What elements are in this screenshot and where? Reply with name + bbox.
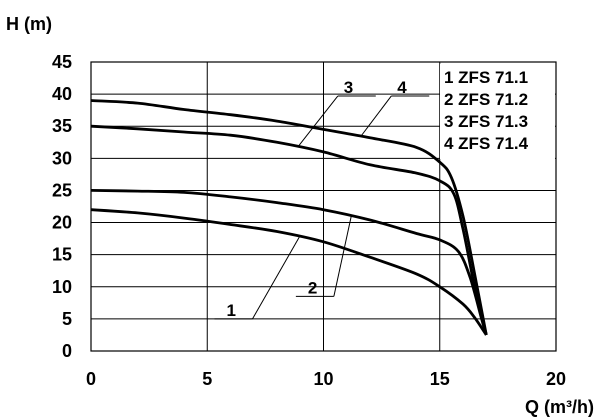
callout-label-1: 1 (227, 301, 236, 320)
y-tick-label: 40 (52, 84, 72, 104)
x-axis-label: Q (m³/h) (525, 397, 594, 417)
legend-entry-4: 4 ZFS 71.4 (444, 134, 529, 153)
y-tick-label: 30 (52, 148, 72, 168)
y-tick-label: 35 (52, 116, 72, 136)
x-tick-labels: 0 5 10 15 20 (86, 369, 566, 389)
x-tick-label: 15 (430, 369, 450, 389)
callout-label-3: 3 (344, 78, 353, 97)
legend-background (440, 64, 555, 159)
callout-leader-4 (360, 95, 392, 137)
legend: 1 ZFS 71.1 2 ZFS 71.2 3 ZFS 71.3 4 ZFS 7… (440, 64, 555, 159)
plot-frame (90, 61, 557, 352)
series-line-4 (90, 99, 488, 336)
y-axis-label: H (m) (6, 14, 52, 34)
series-callouts: 1 2 3 4 (214, 78, 430, 320)
callout-leader-2 (333, 215, 352, 297)
callout-label-4: 4 (397, 78, 407, 97)
callout-label-2: 2 (308, 278, 317, 297)
y-tick-labels: 0 5 10 15 20 25 30 35 40 45 (52, 52, 72, 361)
series-lines (90, 99, 488, 336)
x-tick-label: 0 (86, 369, 96, 389)
x-tick-label: 10 (313, 369, 333, 389)
y-tick-label: 10 (52, 277, 72, 297)
y-tick-label: 25 (52, 180, 72, 200)
callout-leader-3 (297, 95, 339, 148)
legend-entry-3: 3 ZFS 71.3 (444, 112, 528, 131)
series-line-3 (90, 124, 488, 336)
y-tick-label: 20 (52, 213, 72, 233)
x-tick-label: 20 (546, 369, 566, 389)
series-line-1 (90, 208, 488, 336)
legend-entry-2: 2 ZFS 71.2 (444, 90, 528, 109)
series-line-2 (90, 189, 488, 336)
y-tick-label: 15 (52, 245, 72, 265)
legend-entry-1: 1 ZFS 71.1 (444, 68, 528, 87)
callout-leader-1 (252, 235, 301, 320)
y-tick-label: 45 (52, 52, 72, 72)
y-tick-label: 0 (62, 341, 72, 361)
y-tick-label: 5 (62, 309, 72, 329)
x-tick-label: 5 (202, 369, 212, 389)
